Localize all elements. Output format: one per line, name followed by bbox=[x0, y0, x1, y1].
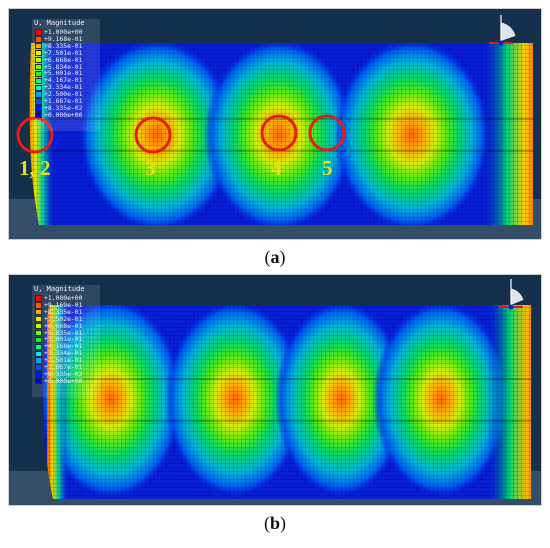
legend-swatch bbox=[35, 70, 42, 78]
contour-plot-a: 1, 2 3 4 5 U, Magnitude +1.000e+00 +9.168… bbox=[8, 8, 542, 240]
legend-value: +8.335e-01 bbox=[44, 41, 83, 50]
marker-label-5: 5 bbox=[322, 156, 333, 180]
legend-swatch bbox=[35, 336, 42, 344]
legend-value: +3.334e-01 bbox=[44, 349, 83, 358]
marker-circle-5 bbox=[308, 114, 346, 152]
deformation-contour-a: 1, 2 3 4 5 bbox=[9, 9, 541, 239]
caption-letter-b: b bbox=[269, 513, 280, 533]
axis-triad-icon bbox=[499, 279, 524, 310]
legend-title: U, Magnitude bbox=[34, 19, 85, 27]
legend-title: U, Magnitude bbox=[34, 285, 85, 293]
legend-swatch bbox=[35, 364, 42, 371]
marker-label-1-2: 1, 2 bbox=[19, 156, 51, 180]
deformation-contour-b bbox=[9, 275, 541, 505]
legend-swatch bbox=[35, 105, 42, 112]
legend-swatch bbox=[35, 63, 42, 71]
legend-swatch bbox=[35, 295, 42, 302]
legend-value: +9.169e-01 bbox=[44, 300, 83, 309]
legend-value: +8.335e-01 bbox=[44, 307, 83, 316]
legend-swatch bbox=[35, 350, 42, 357]
legend-swatch bbox=[35, 329, 42, 337]
caption-b: (b) bbox=[263, 513, 286, 533]
legend-value: +2.501e-01 bbox=[44, 356, 83, 365]
legend-value: +1.000e+00 bbox=[44, 294, 83, 302]
legend-value: +4.167e-01 bbox=[44, 76, 83, 85]
marker-circle-4 bbox=[260, 114, 298, 152]
legend-swatch bbox=[35, 112, 42, 119]
legend-swatch bbox=[35, 98, 42, 105]
legend-value: +8.335e-02 bbox=[44, 103, 83, 112]
legend-swatch bbox=[35, 43, 42, 50]
legend-swatch bbox=[35, 56, 42, 64]
legend-swatch bbox=[35, 50, 42, 57]
legend-value: +0.000e+00 bbox=[44, 110, 83, 119]
contour-plot-b: U, Magnitude +1.000e+00 +9.169e-01 +8.335e… bbox=[8, 274, 542, 506]
legend-swatch bbox=[35, 378, 42, 385]
legend-swatch bbox=[35, 371, 42, 378]
legend-value: +5.834e-01 bbox=[44, 62, 83, 71]
legend-value: +2.500e-01 bbox=[44, 90, 83, 99]
marker-circle-3 bbox=[134, 116, 172, 154]
axis-triad-icon bbox=[489, 15, 516, 46]
legend-swatch bbox=[35, 357, 42, 364]
legend-value: +0.000e+00 bbox=[44, 376, 83, 385]
legend-value: +7.502e-01 bbox=[44, 314, 83, 323]
legend-value: +8.335e-02 bbox=[44, 369, 83, 378]
legend-swatch bbox=[35, 316, 42, 323]
legend-a: U, Magnitude +1.000e+00 +9.168e-01 +8.335e… bbox=[32, 19, 100, 131]
legend-b: U, Magnitude +1.000e+00 +9.169e-01 +8.335e… bbox=[32, 285, 100, 397]
legend-value: +5.835e-01 bbox=[44, 328, 83, 337]
marker-label-4: 4 bbox=[271, 156, 282, 180]
legend-value: +5.001e-01 bbox=[44, 69, 83, 78]
legend-swatch bbox=[35, 309, 42, 316]
caption-a: (a) bbox=[264, 247, 286, 267]
legend-value: +1.667e-01 bbox=[44, 363, 83, 371]
legend-swatch bbox=[35, 302, 42, 309]
legend-swatch bbox=[35, 322, 42, 330]
legend-value: +6.668e-01 bbox=[44, 321, 83, 330]
legend-swatch bbox=[35, 84, 42, 91]
legend-value: +6.668e-01 bbox=[44, 55, 83, 64]
legend-swatch bbox=[35, 343, 42, 350]
legend-value: +4.168e-01 bbox=[44, 342, 83, 351]
legend-swatch bbox=[35, 36, 42, 43]
legend-value: +9.168e-01 bbox=[44, 34, 83, 43]
legend-value: +1.000e+00 bbox=[44, 28, 83, 36]
legend-value: +3.334e-01 bbox=[44, 83, 83, 92]
legend-value: +5.001e-01 bbox=[44, 335, 83, 344]
legend-swatch bbox=[35, 91, 42, 98]
legend-value: +7.501e-01 bbox=[44, 48, 83, 57]
legend-swatch bbox=[35, 29, 42, 36]
marker-label-3: 3 bbox=[145, 156, 156, 180]
legend-swatch bbox=[35, 77, 42, 84]
caption-letter-a: a bbox=[270, 247, 280, 267]
legend-value: +1.667e-01 bbox=[44, 97, 83, 105]
